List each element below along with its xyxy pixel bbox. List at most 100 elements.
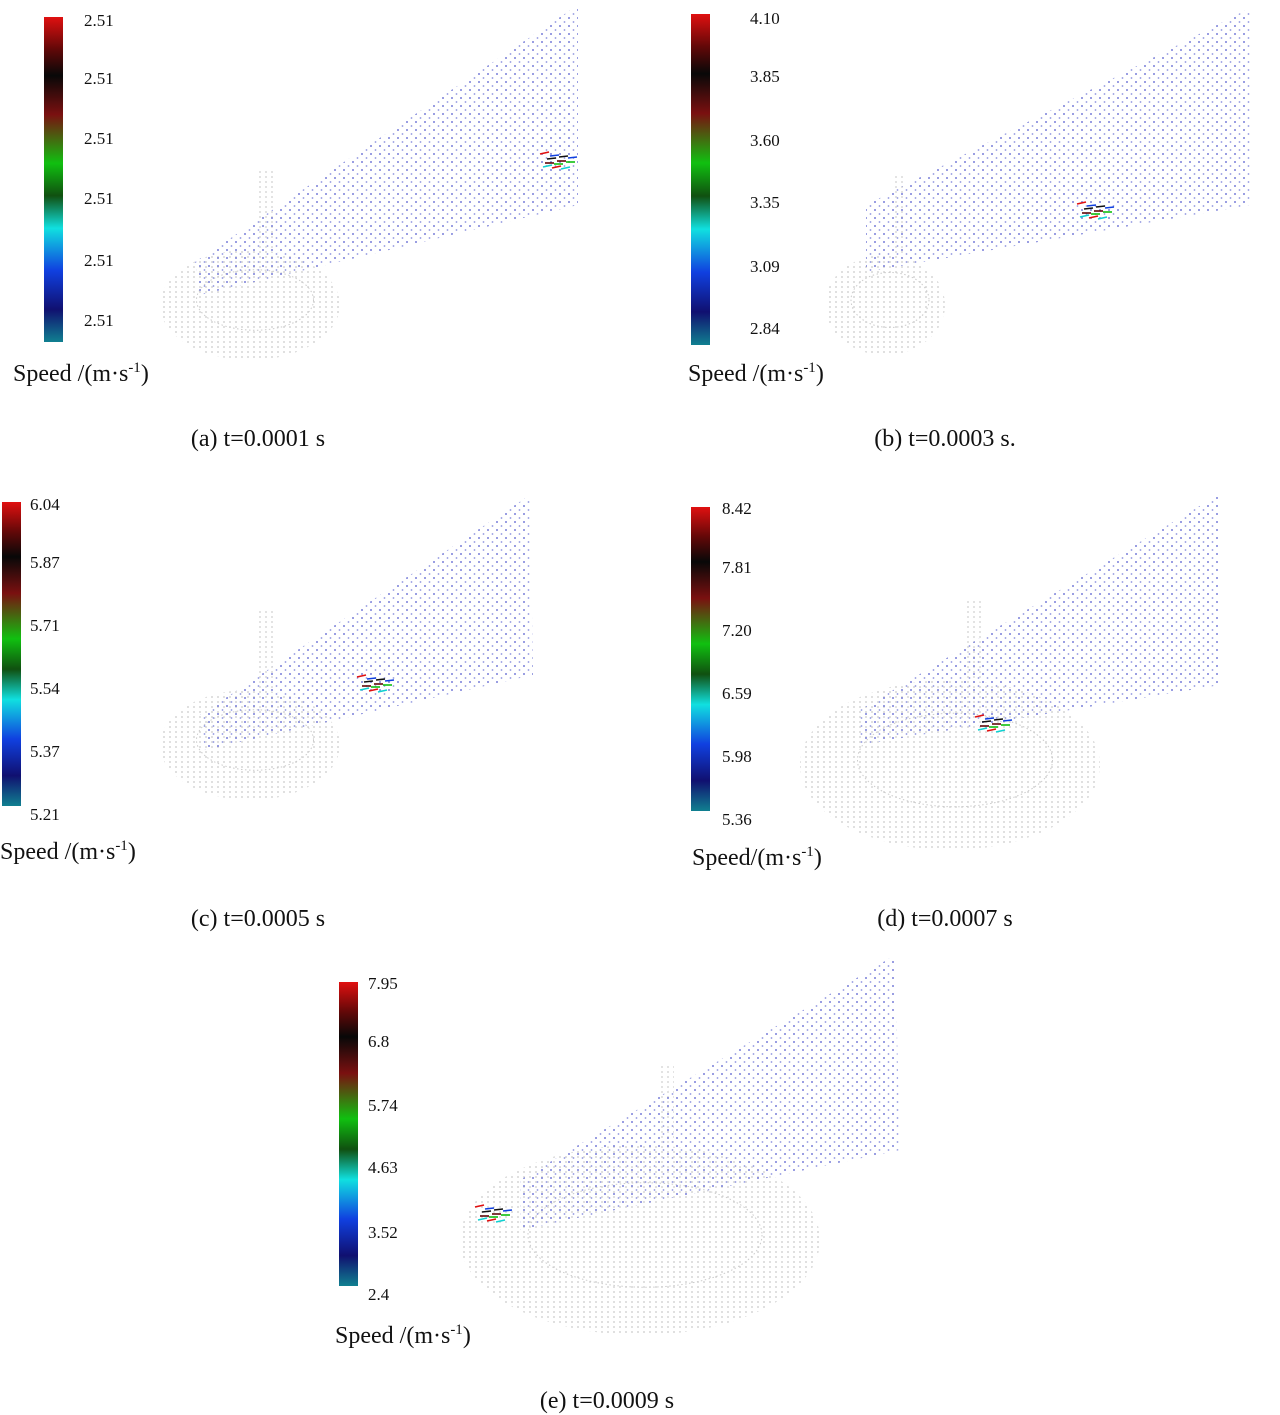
colorbar-tick-label: 7.95 [368, 974, 398, 993]
particle-streak [375, 678, 386, 681]
colorbar-tick-label: 4.10 [750, 9, 780, 28]
colorbar-title: Speed /(m·s-1) [13, 360, 149, 387]
particle-streak [474, 1204, 485, 1208]
colorbar-tick-label: 3.60 [750, 131, 780, 150]
particle-streak [977, 727, 988, 731]
colorbar-tick-label: 2.84 [750, 319, 780, 338]
colorbar-tick-label: 2.51 [84, 251, 114, 270]
spray-wedge [860, 495, 1220, 745]
colorbar-tick-label: 5.54 [30, 679, 60, 698]
colorbar-tick-label: 6.59 [722, 684, 752, 703]
colorbar [2, 502, 21, 806]
title-sup: -1 [128, 360, 141, 376]
panel: 6.04 5.87 5.71 5.54 5.37 5.21 Speed /(m·s-1) (c… [0, 495, 533, 932]
particle-streak [1079, 214, 1090, 218]
basin-outer [825, 255, 945, 355]
particle-streak [1088, 215, 1099, 219]
colorbar-tick-label: 3.52 [368, 1223, 398, 1242]
title-sup: -1 [803, 360, 816, 376]
title-end: ) [816, 361, 824, 387]
colorbar-tick-label: 7.81 [722, 558, 752, 577]
title-sup: -1 [450, 1322, 463, 1338]
particle-streak [502, 1209, 513, 1212]
title-main: Speed /(m·s [688, 361, 803, 387]
title-main: Speed /(m·s [335, 1323, 450, 1349]
basin-inner [857, 712, 1053, 808]
spray-wedge [866, 8, 1250, 272]
colorbar-tick-label: 2.51 [84, 189, 114, 208]
colorbar [44, 17, 63, 342]
title-sup: -1 [801, 844, 814, 860]
particle-streak [363, 680, 374, 683]
colorbar-tick-label: 5.87 [30, 553, 60, 572]
colorbar-tick-label: 5.37 [30, 742, 60, 761]
particle-streak [377, 689, 388, 693]
basin-inner [850, 272, 930, 328]
particle-streak [549, 154, 560, 157]
colorbar-tick-label: 5.71 [30, 616, 60, 635]
panel: 8.42 7.81 7.20 6.59 5.98 5.36 Speed/(m·s-1) (d)… [691, 495, 1220, 932]
colorbar-tick-label: 2.51 [84, 129, 114, 148]
colorbar-tick-label: 8.42 [722, 499, 752, 518]
particle-streak [1086, 204, 1097, 207]
panel-caption: (b) t=0.0003 s. [874, 426, 1016, 452]
spray-wedge [195, 5, 578, 295]
particle-streak [986, 728, 997, 732]
particle-streak [1083, 207, 1094, 210]
particle-streak [384, 679, 395, 682]
colorbar-title: Speed /(m·s-1) [688, 360, 824, 387]
panel-caption: (e) t=0.0009 s [540, 1388, 674, 1414]
colorbar-title: Speed /(m·s-1) [335, 1322, 471, 1349]
colorbar [339, 982, 358, 1286]
colorbar-tick-label: 6.04 [30, 495, 60, 514]
panel-caption: (d) t=0.0007 s [877, 906, 1013, 932]
colorbar-tick-label: 2.51 [84, 11, 114, 30]
particle-streak [560, 166, 571, 170]
particle-streak [1002, 719, 1013, 722]
panel-caption: (c) t=0.0005 s [191, 906, 325, 932]
title-main: Speed /(m·s [0, 839, 115, 865]
colorbar-title: Speed /(m·s-1) [0, 838, 136, 865]
colorbar-tick-label: 5.36 [722, 810, 752, 829]
colorbar-tick-label: 5.74 [368, 1096, 398, 1115]
basin-inner [196, 709, 314, 771]
particle-streak [495, 1219, 506, 1223]
particle-streak [546, 157, 557, 160]
panel: 2.51 2.51 2.51 2.51 2.51 2.51 Speed /(m·s-1) (a… [13, 5, 578, 452]
particle-streak [995, 729, 1006, 733]
panel: 7.95 6.8 5.74 4.63 3.52 2.4 Speed /(m·s-1) (e) … [335, 955, 900, 1414]
colorbar-tick-label: 4.63 [368, 1158, 398, 1177]
colorbar [691, 14, 710, 345]
colorbar-tick-label: 5.98 [722, 747, 752, 766]
particle-streak [368, 688, 379, 692]
colorbar-tick-label: 6.8 [368, 1032, 389, 1051]
particle-streak [486, 1218, 497, 1222]
spray-wedge [520, 955, 900, 1230]
panel-caption: (a) t=0.0001 s [191, 426, 325, 452]
colorbar-tick-label: 7.20 [722, 621, 752, 640]
particle-streak [539, 151, 550, 155]
title-sup: -1 [115, 838, 128, 854]
particle-streak [356, 674, 367, 678]
basin-inner [196, 269, 314, 331]
particle-streak [484, 1207, 495, 1210]
particle-streak [481, 1210, 492, 1213]
particle-streak [981, 720, 992, 723]
particle-streak [974, 714, 985, 718]
colorbar-tick-label: 2.4 [368, 1285, 390, 1304]
title-end: ) [141, 361, 149, 387]
panel: 4.10 3.85 3.60 3.35 3.09 2.84 Speed /(m·s-1) (b… [688, 8, 1250, 452]
particle-streak [551, 165, 562, 169]
particle-streak [984, 717, 995, 720]
particle-streak [359, 687, 370, 691]
particle-streak [1104, 206, 1115, 209]
particle-streak [542, 164, 553, 168]
colorbar-tick-label: 3.09 [750, 257, 780, 276]
colorbar-tick-label: 5.21 [30, 805, 60, 824]
particle-streak [993, 718, 1004, 721]
title-main: Speed/(m·s [692, 845, 801, 871]
particle-streak [1095, 205, 1106, 208]
colorbar-title: Speed/(m·s-1) [692, 844, 822, 871]
title-end: ) [814, 845, 822, 871]
